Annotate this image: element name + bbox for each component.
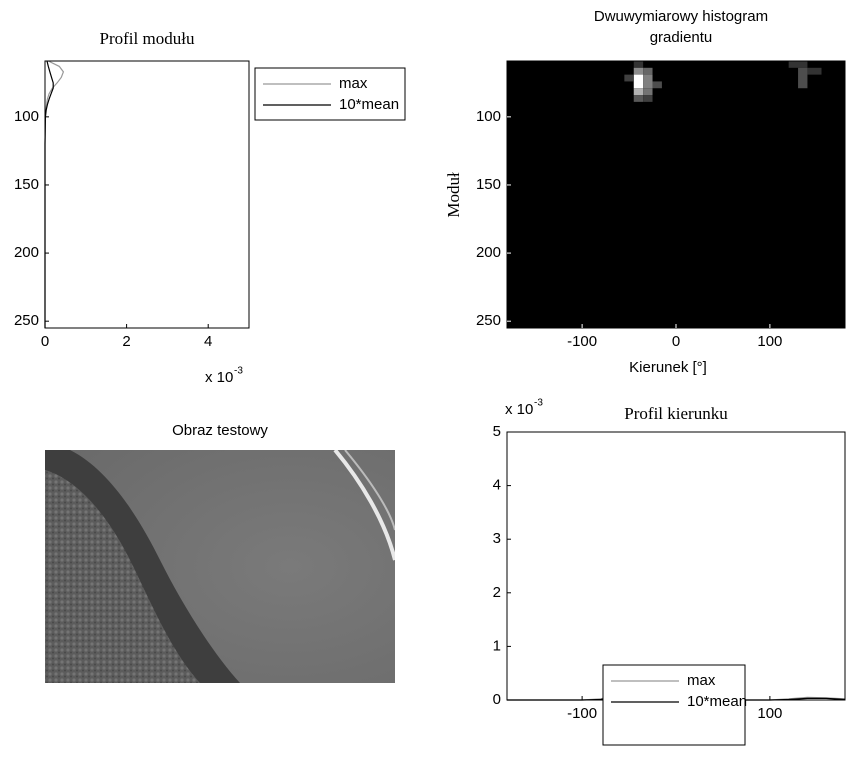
y-tick-label: 1 — [493, 637, 501, 654]
x-tick-label: -100 — [567, 705, 597, 722]
x-tick-label: 2 — [122, 333, 130, 350]
legend-label: max — [687, 672, 716, 689]
heatmap-cell — [798, 68, 807, 88]
heatmap-cell — [789, 61, 808, 68]
chart-title: gradientu — [650, 29, 713, 46]
legend-label: 10*mean — [339, 96, 399, 113]
x-axis-label: Kierunek [°] — [629, 359, 707, 376]
legend-label: max — [339, 75, 368, 92]
y-tick-label: 2 — [493, 584, 501, 601]
x-tick-label: -100 — [567, 333, 597, 350]
y-tick-label: 250 — [476, 312, 501, 329]
chart-title: Dwuwymiarowy histogram — [594, 8, 768, 25]
axis-multiplier-exponent: -3 — [234, 366, 243, 377]
axis-multiplier: x 10 — [205, 369, 233, 386]
axis-multiplier: x 10 — [505, 401, 533, 418]
axes-box — [45, 61, 249, 328]
data-line — [45, 61, 63, 328]
heatmap-cell — [634, 95, 643, 102]
y-tick-label: 150 — [14, 176, 39, 193]
heatmap-cell — [634, 75, 643, 89]
y-tick-label: 200 — [14, 244, 39, 261]
y-tick-label: 5 — [493, 423, 501, 440]
y-tick-label: 3 — [493, 530, 501, 547]
x-tick-label: 100 — [757, 705, 782, 722]
heatmap-cell — [624, 75, 633, 82]
plot-background — [507, 61, 845, 328]
data-line — [45, 61, 53, 328]
chart-title: Profil kierunku — [624, 404, 728, 423]
heatmap-cell — [634, 61, 643, 68]
heatmap-cell — [643, 75, 652, 89]
heatmap-cell — [634, 68, 643, 75]
y-tick-label: 200 — [476, 244, 501, 261]
heatmap-cell — [653, 81, 662, 88]
x-tick-label: 100 — [757, 333, 782, 350]
legend-label: 10*mean — [687, 693, 747, 710]
y-tick-label: 250 — [14, 312, 39, 329]
y-tick-label: 100 — [476, 108, 501, 125]
y-tick-label: 150 — [476, 176, 501, 193]
heatmap-cell — [643, 88, 652, 95]
x-tick-label: 0 — [672, 333, 680, 350]
heatmap-cell — [643, 68, 652, 75]
x-tick-label: 4 — [204, 333, 212, 350]
x-tick-label: 0 — [41, 333, 49, 350]
y-axis-label: Moduł — [444, 172, 463, 218]
axes-box — [507, 432, 845, 700]
y-tick-label: 4 — [493, 477, 501, 494]
figure: Profil modułu024100150200250x 10-3max10*… — [0, 0, 846, 769]
heatmap-cell — [643, 95, 652, 102]
chart-title: Profil modułu — [100, 29, 195, 48]
axis-multiplier-exponent: -3 — [534, 398, 543, 409]
heatmap-cell — [807, 68, 821, 75]
heatmap-cell — [634, 88, 643, 95]
y-tick-label: 0 — [493, 691, 501, 708]
test-image — [45, 450, 395, 683]
chart-title: Obraz testowy — [172, 422, 268, 439]
y-tick-label: 100 — [14, 108, 39, 125]
